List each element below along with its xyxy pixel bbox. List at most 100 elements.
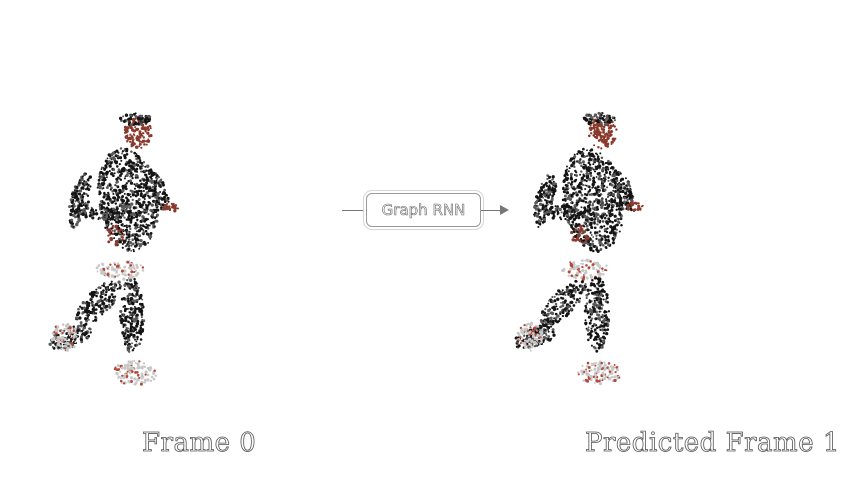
point (591, 324, 595, 328)
point (553, 295, 556, 298)
point (589, 212, 593, 216)
point (106, 184, 110, 187)
point (581, 183, 585, 187)
point (111, 302, 114, 306)
point (117, 168, 121, 171)
point (587, 240, 590, 244)
point (134, 194, 138, 198)
point (605, 206, 609, 210)
point (110, 299, 114, 302)
point (146, 373, 150, 377)
point (547, 195, 550, 198)
point (594, 371, 597, 374)
point (76, 328, 80, 333)
point (587, 161, 591, 164)
point (522, 337, 525, 340)
point (584, 319, 587, 322)
point (619, 186, 623, 190)
point (544, 332, 547, 335)
point (70, 342, 74, 346)
point (121, 236, 124, 239)
point (53, 336, 56, 340)
point (115, 371, 119, 376)
point (111, 190, 114, 193)
point (101, 313, 104, 316)
point (111, 295, 115, 299)
point (601, 128, 604, 131)
point (135, 298, 139, 302)
point (525, 339, 528, 342)
point (139, 211, 143, 214)
point (599, 298, 603, 301)
point (601, 313, 604, 316)
point (604, 161, 607, 165)
point (637, 207, 640, 210)
point (142, 189, 145, 193)
point (114, 295, 117, 298)
point (582, 173, 585, 176)
point (121, 246, 124, 249)
point (613, 364, 616, 366)
point (583, 206, 586, 209)
point (136, 335, 139, 339)
point (588, 186, 591, 189)
point (569, 263, 574, 267)
point (134, 370, 138, 374)
point (139, 159, 142, 162)
point (593, 144, 596, 147)
point (588, 321, 592, 325)
point (537, 225, 540, 229)
point (77, 307, 80, 311)
point (626, 198, 629, 202)
point (601, 116, 604, 120)
point (598, 171, 601, 175)
runner-point-cloud-predicted-frame-1 (514, 111, 644, 386)
point (142, 178, 146, 182)
point (115, 239, 119, 244)
point (582, 163, 585, 166)
point (554, 209, 557, 212)
point (123, 192, 126, 195)
point (590, 369, 593, 372)
point (603, 133, 607, 136)
point (122, 323, 126, 327)
point (126, 371, 129, 373)
point (131, 190, 135, 194)
point (549, 194, 552, 196)
point (144, 229, 148, 233)
point (112, 196, 115, 200)
point (585, 364, 589, 368)
point (83, 173, 86, 177)
point (598, 230, 601, 233)
point (601, 280, 605, 284)
point (120, 212, 124, 215)
point (585, 234, 588, 238)
point (580, 292, 583, 295)
point (113, 367, 117, 371)
point (612, 189, 615, 192)
point (593, 206, 596, 210)
point (579, 224, 583, 229)
point (581, 269, 585, 273)
point (588, 189, 591, 192)
point (75, 189, 79, 193)
point (616, 376, 619, 379)
point (579, 152, 582, 155)
point (629, 192, 633, 196)
point (99, 217, 102, 220)
point (63, 328, 66, 331)
point (596, 123, 600, 127)
point (131, 320, 134, 323)
point (593, 226, 597, 230)
point (75, 222, 79, 227)
point (136, 301, 139, 304)
point (72, 325, 76, 328)
point (81, 186, 85, 190)
point (120, 208, 123, 211)
point (596, 126, 599, 129)
point (54, 345, 58, 349)
point (80, 340, 84, 344)
point (595, 326, 599, 330)
point (140, 146, 143, 149)
point (134, 115, 138, 119)
